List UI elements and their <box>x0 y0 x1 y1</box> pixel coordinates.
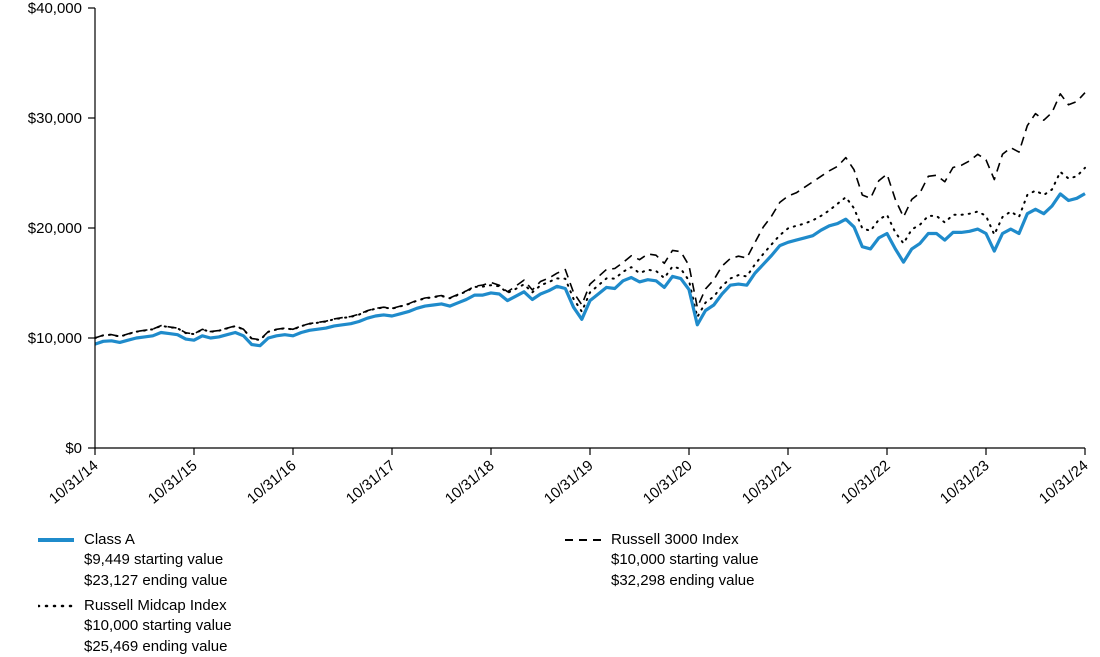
svg-text:$10,000: $10,000 <box>28 330 82 347</box>
legend-item-class-a: Class A $9,449 starting value $23,127 en… <box>38 530 227 591</box>
legend-item-russell-3000: Russell 3000 Index $10,000 starting valu… <box>565 530 759 591</box>
svg-text:10/31/19: 10/31/19 <box>541 457 597 508</box>
legend-end-russell-3000: $32,298 ending value <box>611 571 759 591</box>
legend-end-class-a: $23,127 ending value <box>84 571 227 591</box>
legend-label-class-a: Class A <box>84 530 135 550</box>
svg-text:10/31/17: 10/31/17 <box>343 457 399 508</box>
legend-start-russell-midcap: $10,000 starting value <box>84 616 232 636</box>
svg-text:$0: $0 <box>65 440 82 457</box>
svg-text:$40,000: $40,000 <box>28 0 82 17</box>
legend-label-russell-midcap: Russell Midcap Index <box>84 596 227 616</box>
svg-text:10/31/20: 10/31/20 <box>640 457 696 508</box>
legend-start-class-a: $9,449 starting value <box>84 550 227 570</box>
svg-text:$20,000: $20,000 <box>28 220 82 237</box>
svg-text:10/31/14: 10/31/14 <box>46 457 102 508</box>
legend-swatch-russell-3000 <box>565 533 601 547</box>
svg-text:10/31/23: 10/31/23 <box>937 457 993 508</box>
legend-swatch-class-a <box>38 533 74 547</box>
svg-text:$30,000: $30,000 <box>28 110 82 127</box>
figure: $0 $10,000 $20,000 $30,000 $40,000 10/31/14 10… <box>0 0 1100 653</box>
legend-item-russell-midcap: Russell Midcap Index $10,000 starting va… <box>38 596 232 657</box>
legend-end-russell-midcap: $25,469 ending value <box>84 637 232 657</box>
svg-text:10/31/24: 10/31/24 <box>1036 457 1092 508</box>
legend-swatch-russell-midcap <box>38 599 74 613</box>
svg-text:10/31/18: 10/31/18 <box>442 457 498 508</box>
svg-text:10/31/16: 10/31/16 <box>244 457 300 508</box>
svg-text:10/31/22: 10/31/22 <box>838 457 894 508</box>
legend-label-russell-3000: Russell 3000 Index <box>611 530 739 550</box>
svg-text:10/31/15: 10/31/15 <box>145 457 201 508</box>
legend-start-russell-3000: $10,000 starting value <box>611 550 759 570</box>
svg-text:10/31/21: 10/31/21 <box>739 457 795 508</box>
